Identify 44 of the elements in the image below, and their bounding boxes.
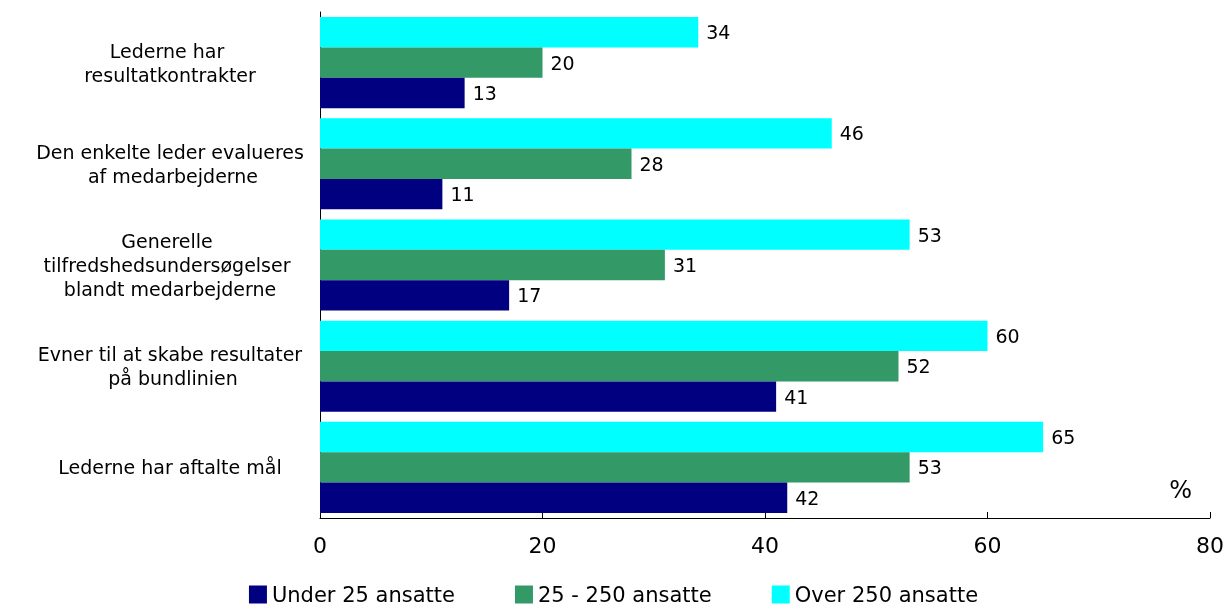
y-tick-label: Lederne har resultatkontrakter (84, 39, 257, 86)
y-tick-label: Lederne har aftalte mål (58, 456, 282, 479)
x-tick-label: 0 (313, 532, 327, 558)
bar (320, 118, 832, 149)
bar (320, 249, 665, 281)
data-label: 52 (906, 355, 931, 378)
bar (320, 421, 1044, 453)
data-label: 42 (795, 486, 820, 509)
data-label: 65 (1051, 426, 1076, 449)
data-label: 13 (472, 81, 497, 104)
bar (320, 381, 777, 412)
data-label: 60 (995, 324, 1020, 347)
data-label: 28 (639, 152, 664, 175)
y-tick-label: Generelle tilfredshedsundersøgelser blandt medarbejderne (43, 230, 297, 300)
x-tick-label: 20 (528, 532, 557, 558)
data-label: 46 (839, 122, 864, 145)
x-axis-title: % (1169, 476, 1193, 504)
bar (320, 280, 510, 311)
bar (320, 452, 910, 483)
data-label: 53 (917, 456, 942, 479)
x-tick-label: 60 (973, 532, 1002, 558)
bar (320, 47, 543, 78)
bar (320, 77, 465, 109)
data-label: 11 (450, 183, 475, 206)
y-tick-label: Den enkelte leder evalueres af medarbejderne (36, 140, 304, 187)
legend-label: Under 25 ansatte (271, 582, 455, 607)
x-tick-label: 80 (1196, 532, 1224, 558)
bar (320, 148, 632, 179)
bar (320, 351, 899, 382)
data-label: 17 (517, 284, 542, 307)
bar (320, 178, 443, 210)
bar (320, 482, 788, 513)
data-label: 53 (917, 223, 942, 246)
x-tick-label: 40 (751, 532, 779, 558)
data-label: 20 (550, 51, 575, 74)
y-tick-label: Evner til at skabe resultater på bundlinien (37, 343, 303, 390)
data-label: 31 (672, 254, 698, 276)
data-label: 34 (706, 21, 731, 44)
legend-label: Over 250 ansatte (794, 582, 979, 607)
bar (320, 17, 699, 48)
legend-label: 25 - 250 ansatte (537, 582, 712, 607)
bar (320, 219, 910, 250)
data-label: 41 (784, 385, 809, 408)
bar (320, 320, 988, 352)
